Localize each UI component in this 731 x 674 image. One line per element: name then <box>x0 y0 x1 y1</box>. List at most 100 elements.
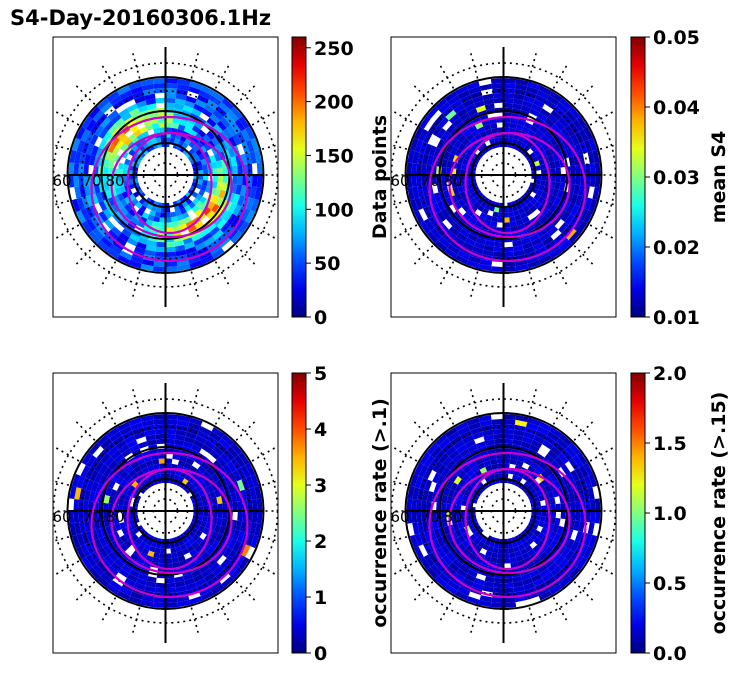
heatmap-cell <box>121 151 129 159</box>
heatmap-cell <box>140 78 154 87</box>
heatmap-cell <box>117 254 131 265</box>
heatmap-cell <box>529 487 537 495</box>
heatmap-cell <box>503 217 510 223</box>
heatmap-cell <box>448 113 460 124</box>
heatmap-cell <box>238 557 250 571</box>
heatmap-cell <box>463 153 471 161</box>
heatmap-cell <box>507 137 514 144</box>
heatmap-cell <box>71 137 81 152</box>
heatmap-cell <box>457 142 466 152</box>
heatmap-cell <box>570 165 576 175</box>
heatmap-cell <box>134 582 146 591</box>
heatmap-cell <box>184 436 196 445</box>
heatmap-cell <box>441 166 447 175</box>
heatmap-cell <box>523 246 535 255</box>
heatmap-cell <box>106 426 120 438</box>
heatmap-cell <box>549 497 556 505</box>
heatmap-cell <box>468 523 475 530</box>
heatmap-cell <box>540 515 546 523</box>
heatmap-cell <box>177 263 191 272</box>
heatmap-cell <box>442 555 453 566</box>
heatmap-cell <box>203 511 209 517</box>
heatmap-cell <box>482 249 494 257</box>
heatmap-cell <box>574 479 583 491</box>
heatmap-cell <box>130 125 140 134</box>
heatmap-cell <box>523 480 531 488</box>
heatmap-cell <box>80 128 91 142</box>
heatmap-cell <box>69 149 77 163</box>
heatmap-cell <box>226 124 237 137</box>
heatmap-cell <box>212 175 219 182</box>
heatmap-cell <box>497 127 504 133</box>
heatmap-cell <box>544 117 555 128</box>
heatmap-cell <box>250 198 260 213</box>
heatmap-cell <box>423 554 435 568</box>
heatmap-cell <box>536 506 542 511</box>
heatmap-cell <box>212 504 219 511</box>
heatmap-cell <box>440 466 451 478</box>
heatmap-cell <box>195 183 203 190</box>
heatmap-cell <box>89 133 99 146</box>
heatmap-cell <box>438 572 451 585</box>
heatmap-cell <box>482 207 490 215</box>
mlt-tick <box>411 418 434 441</box>
heatmap-cell <box>145 219 154 226</box>
heatmap-cell <box>572 454 584 468</box>
heatmap-cell <box>211 472 220 483</box>
heatmap-cell <box>574 467 585 480</box>
heatmap-cell <box>113 181 120 189</box>
heatmap-cell <box>184 100 196 109</box>
heatmap-cell <box>129 233 140 242</box>
heatmap-cell <box>524 250 537 260</box>
mlt-tick <box>73 581 96 604</box>
heatmap-cell <box>185 220 195 229</box>
mlt-tick <box>469 271 479 301</box>
heatmap-cell <box>594 511 601 524</box>
heatmap-cell <box>544 130 554 140</box>
heatmap-cell <box>93 175 99 185</box>
mlt-tick <box>552 261 570 288</box>
heatmap-cell <box>182 441 194 449</box>
heatmap-cell <box>485 214 493 222</box>
heatmap-cell <box>104 219 115 230</box>
heatmap-cell <box>249 522 257 535</box>
heatmap-cell <box>83 489 91 501</box>
heatmap-cell <box>449 539 458 550</box>
heatmap-cell <box>467 108 478 117</box>
heatmap-cell <box>88 231 101 244</box>
heatmap-cell <box>159 217 166 223</box>
heatmap-cell <box>88 490 96 502</box>
heatmap-cell <box>216 160 223 169</box>
heatmap-cell <box>185 582 197 591</box>
heatmap-cell <box>426 490 434 502</box>
heatmap-cell <box>142 201 150 208</box>
heatmap-cell <box>108 552 118 563</box>
heatmap-cell <box>489 138 495 145</box>
heatmap-cell <box>195 99 207 109</box>
heatmap-cell <box>189 81 203 90</box>
heatmap-cell <box>78 499 84 511</box>
heatmap-cell <box>568 492 576 503</box>
heatmap-cell <box>473 100 485 109</box>
heatmap-cell <box>503 212 510 218</box>
heatmap-cell <box>479 595 493 603</box>
heatmap-cell <box>477 541 485 549</box>
colorbar-tick-label: 0.02 <box>653 237 700 259</box>
heatmap-cell <box>100 572 113 585</box>
heatmap-cell <box>464 237 476 247</box>
heatmap-cell <box>514 83 528 91</box>
heatmap-cell <box>112 175 119 182</box>
heatmap-cell <box>568 442 581 455</box>
heatmap-cell <box>553 197 562 207</box>
heatmap-cell <box>118 232 130 242</box>
heatmap-cell <box>94 460 105 473</box>
heatmap-cell <box>203 142 212 152</box>
heatmap-cell <box>503 602 517 608</box>
mlt-tick <box>391 445 418 462</box>
heatmap-cell <box>466 484 474 493</box>
heatmap-cell <box>434 434 448 446</box>
heatmap-cell <box>484 576 495 583</box>
mlt-tick <box>589 224 616 241</box>
heatmap-cell <box>556 525 564 535</box>
